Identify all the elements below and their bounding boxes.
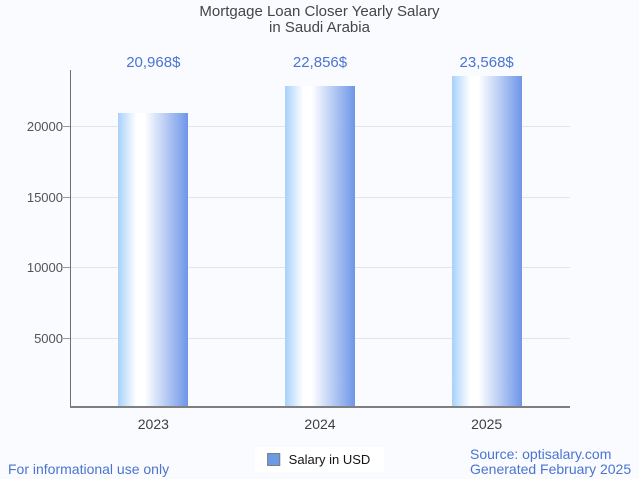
source-info: Source: optisalary.com Generated Februar… (470, 447, 631, 477)
x-axis-label-2023: 2023 (137, 416, 169, 432)
legend-swatch-icon (266, 453, 280, 466)
bar-2024[interactable] (285, 86, 355, 406)
y-axis-tick (63, 126, 70, 128)
chart-title-line1: Mortgage Loan Closer Yearly Salary (199, 3, 440, 20)
x-axis-label-2025: 2025 (471, 416, 503, 432)
disclaimer-text: For informational use only (8, 461, 170, 477)
value-label-2023: 20,968$ (126, 54, 181, 71)
legend: Salary in USD (254, 447, 385, 472)
source-link[interactable]: Source: optisalary.com (470, 446, 612, 462)
chart-title: Mortgage Loan Closer Yearly Salary in Sa… (0, 4, 639, 36)
y-axis-label: 15000 (26, 189, 63, 205)
generated-date: Generated February 2025 (470, 461, 632, 477)
y-axis-tick (63, 267, 70, 269)
y-axis-line (70, 70, 71, 408)
bar-2025[interactable] (451, 76, 522, 406)
y-axis-tick (63, 337, 70, 339)
value-label-2025: 23,568$ (459, 54, 514, 71)
value-label-2024: 22,856$ (292, 54, 348, 71)
x-axis-label-2024: 2024 (304, 416, 336, 432)
plot-area (70, 70, 570, 408)
x-axis-line (70, 406, 570, 408)
legend-label: Salary in USD (288, 452, 371, 467)
y-axis-tick (63, 196, 70, 198)
bar-2023[interactable] (118, 112, 189, 406)
y-axis-label: 20000 (26, 119, 63, 135)
chart-title-line2: in Saudi Arabia (269, 19, 370, 36)
y-axis-label: 5000 (34, 330, 63, 346)
y-axis-label: 10000 (26, 260, 63, 276)
